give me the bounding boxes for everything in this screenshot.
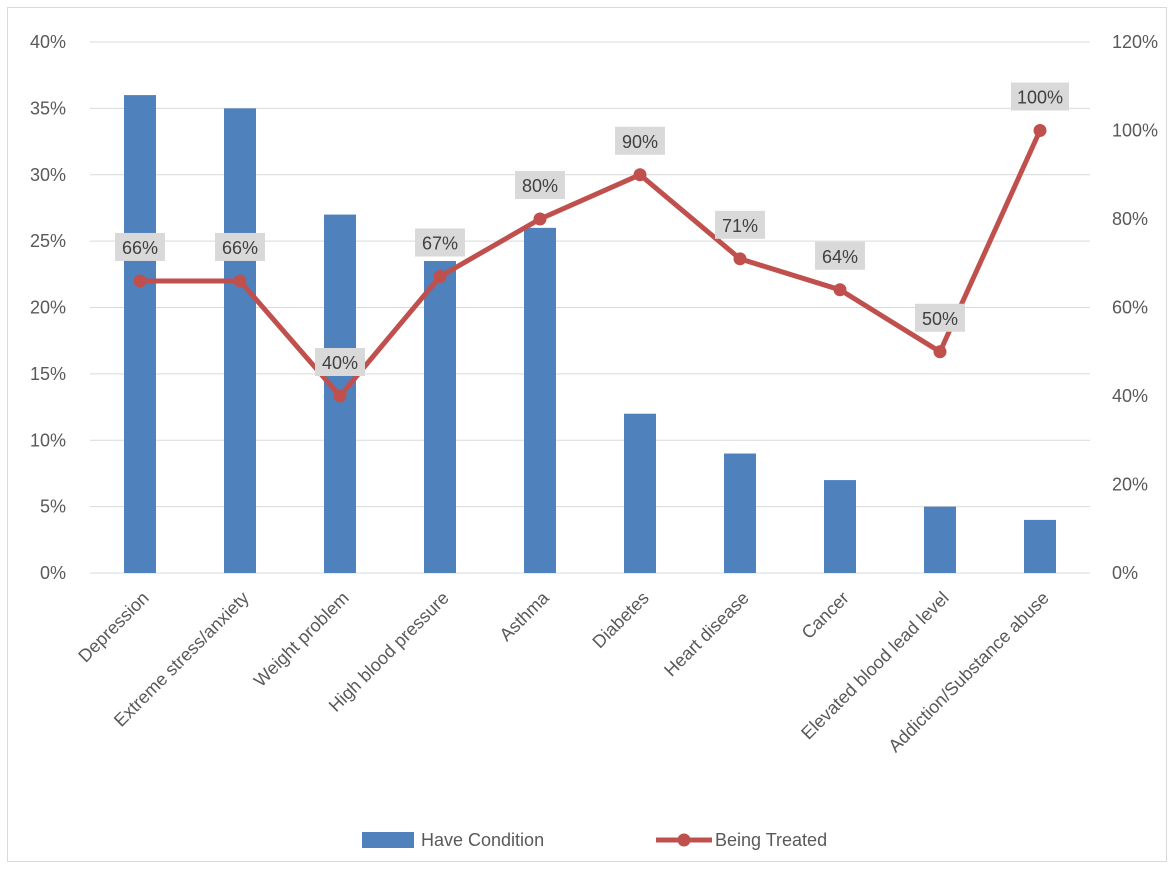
legend-label-have-condition: Have Condition	[421, 830, 544, 850]
data-label: 100%	[1017, 88, 1063, 108]
right-tick-label: 60%	[1112, 298, 1148, 318]
data-label: 66%	[122, 238, 158, 258]
data-label: 64%	[822, 247, 858, 267]
left-tick-label: 10%	[30, 430, 66, 450]
category-label: Depression	[74, 588, 153, 667]
left-axis-ticks: 0% 5% 10% 15% 20% 25% 30% 35% 40%	[30, 32, 66, 583]
data-label-box	[415, 228, 465, 257]
line-point	[333, 389, 347, 403]
data-label-box	[815, 241, 865, 270]
bar	[524, 227, 556, 573]
left-tick-label: 20%	[30, 298, 66, 318]
bar	[1024, 519, 1056, 573]
line-point	[533, 212, 547, 226]
bar	[124, 95, 156, 573]
bar	[224, 108, 256, 573]
left-tick-label: 15%	[30, 364, 66, 384]
data-label-box	[515, 171, 565, 199]
line-point	[833, 283, 847, 297]
data-label-box	[715, 210, 765, 239]
right-tick-label: 120%	[1112, 32, 1158, 52]
category-label: Asthma	[496, 587, 554, 645]
line-point	[733, 252, 747, 266]
left-tick-label: 5%	[40, 497, 66, 517]
line-point	[433, 270, 447, 284]
data-labels-being-treated: 66% 66% 40% 67% 80% 90% 71% 64% 50% 100%	[115, 82, 1069, 376]
left-tick-label: 0%	[40, 563, 66, 583]
chart-frame	[7, 7, 1167, 862]
line-point	[633, 168, 647, 182]
right-tick-label: 80%	[1112, 209, 1148, 229]
left-tick-label: 25%	[30, 231, 66, 251]
right-axis-ticks: 0% 20% 40% 60% 80% 100% 120%	[1112, 32, 1158, 583]
right-tick-label: 40%	[1112, 386, 1148, 406]
data-label: 50%	[922, 309, 958, 329]
right-tick-label: 100%	[1112, 121, 1158, 141]
left-tick-label: 35%	[30, 98, 66, 118]
category-label: Heart disease	[660, 588, 753, 681]
data-label: 40%	[322, 353, 358, 373]
line-point	[1033, 124, 1047, 137]
data-label-box	[1011, 82, 1069, 111]
left-tick-label: 30%	[30, 165, 66, 185]
category-label: Weight problem	[250, 588, 353, 691]
data-label-box	[215, 232, 265, 261]
legend-label-being-treated: Being Treated	[715, 830, 827, 850]
data-label: 71%	[722, 216, 758, 236]
legend-marker-being-treated	[677, 833, 691, 847]
bar-series-have-condition	[124, 95, 1056, 573]
line-point	[133, 274, 147, 288]
line-point	[933, 345, 947, 359]
legend-swatch-have-condition	[362, 832, 414, 848]
data-label: 90%	[622, 132, 658, 152]
bar	[824, 480, 856, 573]
data-label: 67%	[422, 234, 458, 254]
bar	[624, 413, 656, 573]
legend: Have Condition Being Treated	[362, 830, 827, 850]
category-label: Diabetes	[588, 588, 652, 652]
bar	[724, 453, 756, 573]
bar	[924, 506, 956, 573]
line-point	[233, 274, 247, 288]
category-label: Cancer	[798, 588, 853, 643]
right-tick-label: 20%	[1112, 475, 1148, 495]
series-line	[137, 128, 1043, 399]
data-label: 80%	[522, 176, 558, 196]
bar	[424, 261, 456, 573]
right-tick-label: 0%	[1112, 563, 1138, 583]
data-label: 66%	[222, 238, 258, 258]
data-label-box	[315, 348, 365, 376]
data-label-box	[115, 232, 165, 261]
line-series-being-treated	[133, 124, 1047, 403]
left-tick-label: 40%	[30, 32, 66, 52]
category-label: Addiction/Substance abuse	[884, 588, 1052, 756]
data-label-box	[615, 126, 665, 155]
data-label-box	[915, 303, 965, 332]
gridlines	[90, 41, 1090, 574]
